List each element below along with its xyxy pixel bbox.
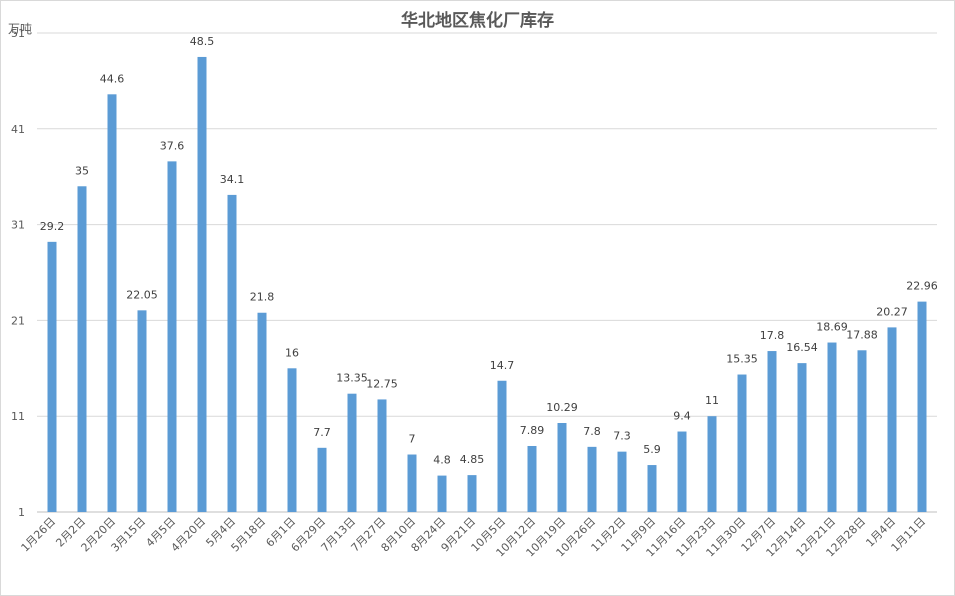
- data-label: 16: [285, 346, 299, 359]
- data-label: 37.6: [160, 139, 185, 152]
- data-label: 48.5: [190, 35, 215, 48]
- data-label: 10.29: [546, 401, 578, 414]
- bar: [197, 56, 207, 512]
- bar: [167, 161, 177, 512]
- data-label: 13.35: [336, 372, 368, 385]
- data-label: 5.9: [643, 443, 661, 456]
- bar: [707, 416, 717, 512]
- data-label: 4.8: [433, 454, 451, 467]
- bar: [527, 445, 537, 512]
- data-label: 17.88: [846, 328, 878, 341]
- data-label: 16.54: [786, 341, 818, 354]
- data-label: 20.27: [876, 305, 908, 318]
- bar: [467, 475, 477, 512]
- data-label: 4.85: [460, 453, 485, 466]
- y-tick-label: 31: [11, 219, 25, 232]
- bar: [917, 301, 927, 512]
- data-label: 7.3: [613, 430, 631, 443]
- y-tick-label: 41: [11, 123, 25, 136]
- data-label: 35: [75, 164, 89, 177]
- bar: [317, 447, 327, 512]
- bar: [257, 312, 267, 512]
- bar: [647, 465, 657, 512]
- data-label: 11: [705, 394, 719, 407]
- data-label: 7.7: [313, 426, 331, 439]
- bar: [407, 454, 417, 512]
- data-label: 15.35: [726, 353, 758, 366]
- data-label: 14.7: [490, 359, 515, 372]
- bar: [377, 399, 387, 512]
- data-label: 34.1: [220, 173, 245, 186]
- bar: [107, 94, 117, 512]
- bar: [797, 363, 807, 512]
- bar: [347, 393, 357, 512]
- data-label: 9.4: [673, 410, 691, 423]
- y-tick-label: 1: [18, 506, 25, 519]
- bar: [437, 475, 447, 512]
- data-label: 22.96: [906, 280, 938, 293]
- bar: [557, 423, 567, 512]
- x-tick-label: 1月26日: [19, 515, 59, 555]
- data-label: 44.6: [100, 72, 125, 85]
- data-label: 17.8: [760, 329, 785, 342]
- y-axis-unit-label: 万吨: [8, 22, 33, 36]
- data-label: 18.69: [816, 321, 848, 334]
- bar: [887, 327, 897, 512]
- y-tick-label: 51: [11, 27, 25, 40]
- bar: [677, 431, 687, 512]
- bar: [227, 194, 237, 513]
- data-label: 12.75: [366, 377, 398, 390]
- data-label: 21.8: [250, 291, 275, 304]
- bar: [137, 310, 147, 512]
- data-label: 7: [409, 433, 416, 446]
- bar: [47, 241, 57, 512]
- bar: [827, 342, 837, 512]
- y-tick-label: 21: [11, 314, 25, 327]
- bar: [287, 368, 297, 512]
- data-label: 7.8: [583, 425, 601, 438]
- bar: [617, 451, 627, 512]
- bar: [767, 351, 777, 512]
- data-label: 22.05: [126, 288, 158, 301]
- bar: [497, 380, 507, 512]
- bar: [587, 446, 597, 512]
- data-label: 29.2: [40, 220, 65, 233]
- bar: [737, 374, 747, 512]
- chart-title: 华北地区焦化厂库存: [401, 11, 554, 31]
- y-tick-label: 11: [11, 410, 25, 423]
- bar: [857, 350, 867, 512]
- bar: [77, 186, 87, 512]
- data-label: 7.89: [520, 424, 545, 437]
